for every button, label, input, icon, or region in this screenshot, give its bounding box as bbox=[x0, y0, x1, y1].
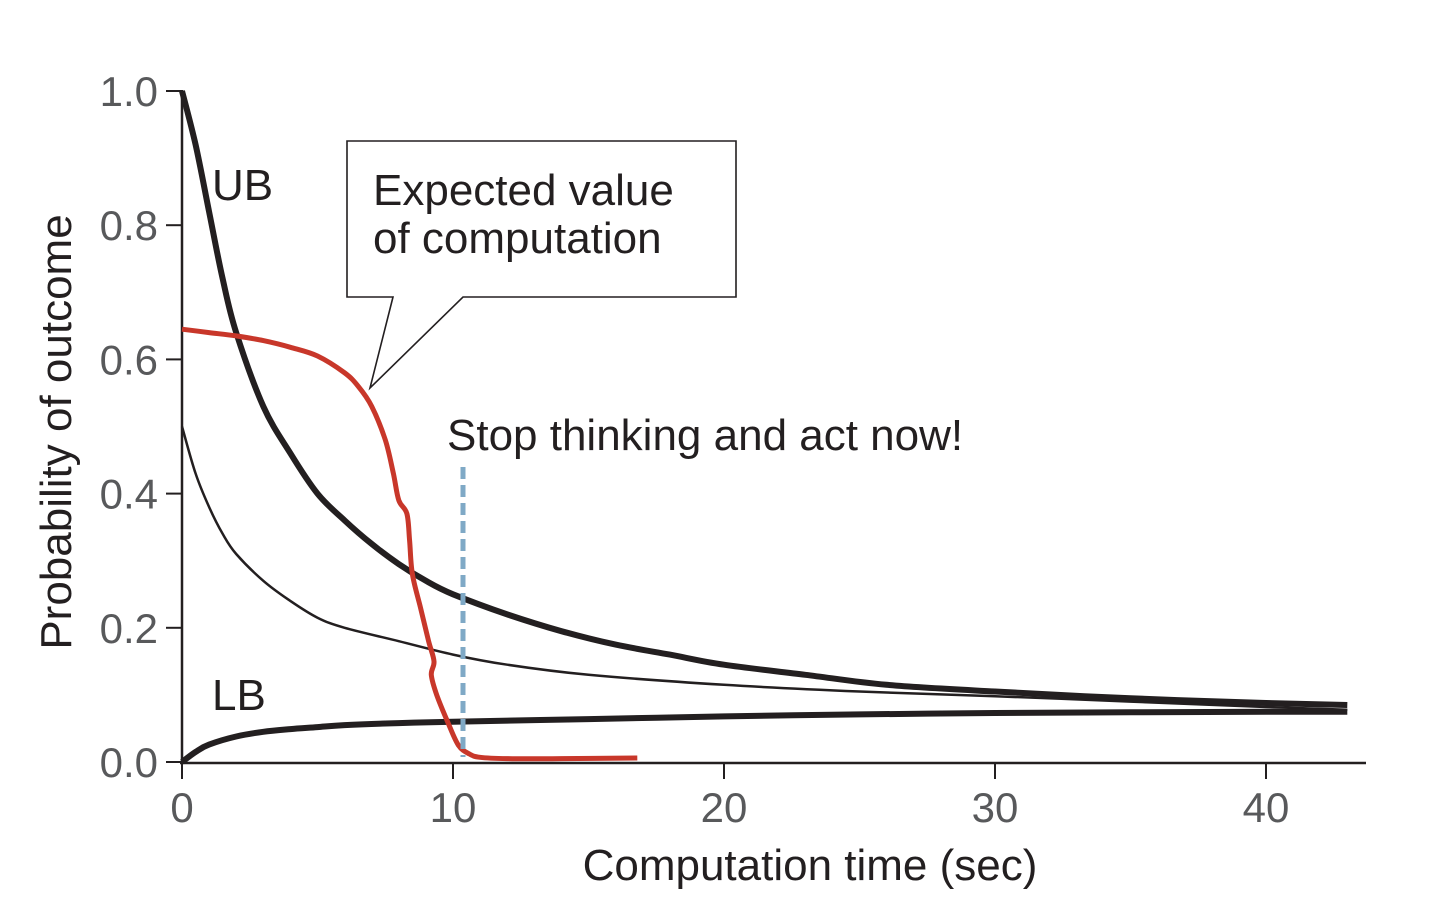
ub-label: UB bbox=[212, 161, 273, 210]
x-tick-label: 10 bbox=[430, 784, 477, 831]
lb-label: LB bbox=[212, 671, 266, 720]
middle-curve bbox=[180, 426, 1348, 711]
y-tick-label: 0.6 bbox=[100, 336, 158, 383]
lb-curve bbox=[180, 708, 1348, 765]
y-axis-title: Probability of outcome bbox=[32, 214, 81, 649]
evc-curve bbox=[181, 326, 638, 762]
x-tick-label: 20 bbox=[701, 784, 748, 831]
y-axis: 0.0 0.2 0.4 0.6 0.8 1.0 bbox=[100, 68, 184, 786]
x-axis: 0 10 20 30 40 bbox=[170, 761, 1366, 831]
evc-callout: Expected value of computation bbox=[346, 140, 737, 391]
x-tick-label: 0 bbox=[170, 784, 193, 831]
stop-label: Stop thinking and act now! bbox=[447, 411, 963, 460]
y-tick-label: 0.2 bbox=[100, 605, 158, 652]
y-tick-label: 0.4 bbox=[100, 471, 158, 518]
y-tick-label: 0.0 bbox=[100, 739, 158, 786]
x-axis-title: Computation time (sec) bbox=[583, 841, 1038, 890]
y-tick-label: 0.8 bbox=[100, 202, 158, 249]
x-tick-label: 30 bbox=[972, 784, 1019, 831]
callout-line-2: of computation bbox=[373, 214, 662, 263]
plot-area bbox=[179, 90, 1348, 765]
callout-line-1: Expected value bbox=[373, 166, 674, 215]
ub-curve bbox=[179, 90, 1348, 708]
x-tick-label: 40 bbox=[1243, 784, 1290, 831]
y-tick-label: 1.0 bbox=[100, 68, 158, 115]
